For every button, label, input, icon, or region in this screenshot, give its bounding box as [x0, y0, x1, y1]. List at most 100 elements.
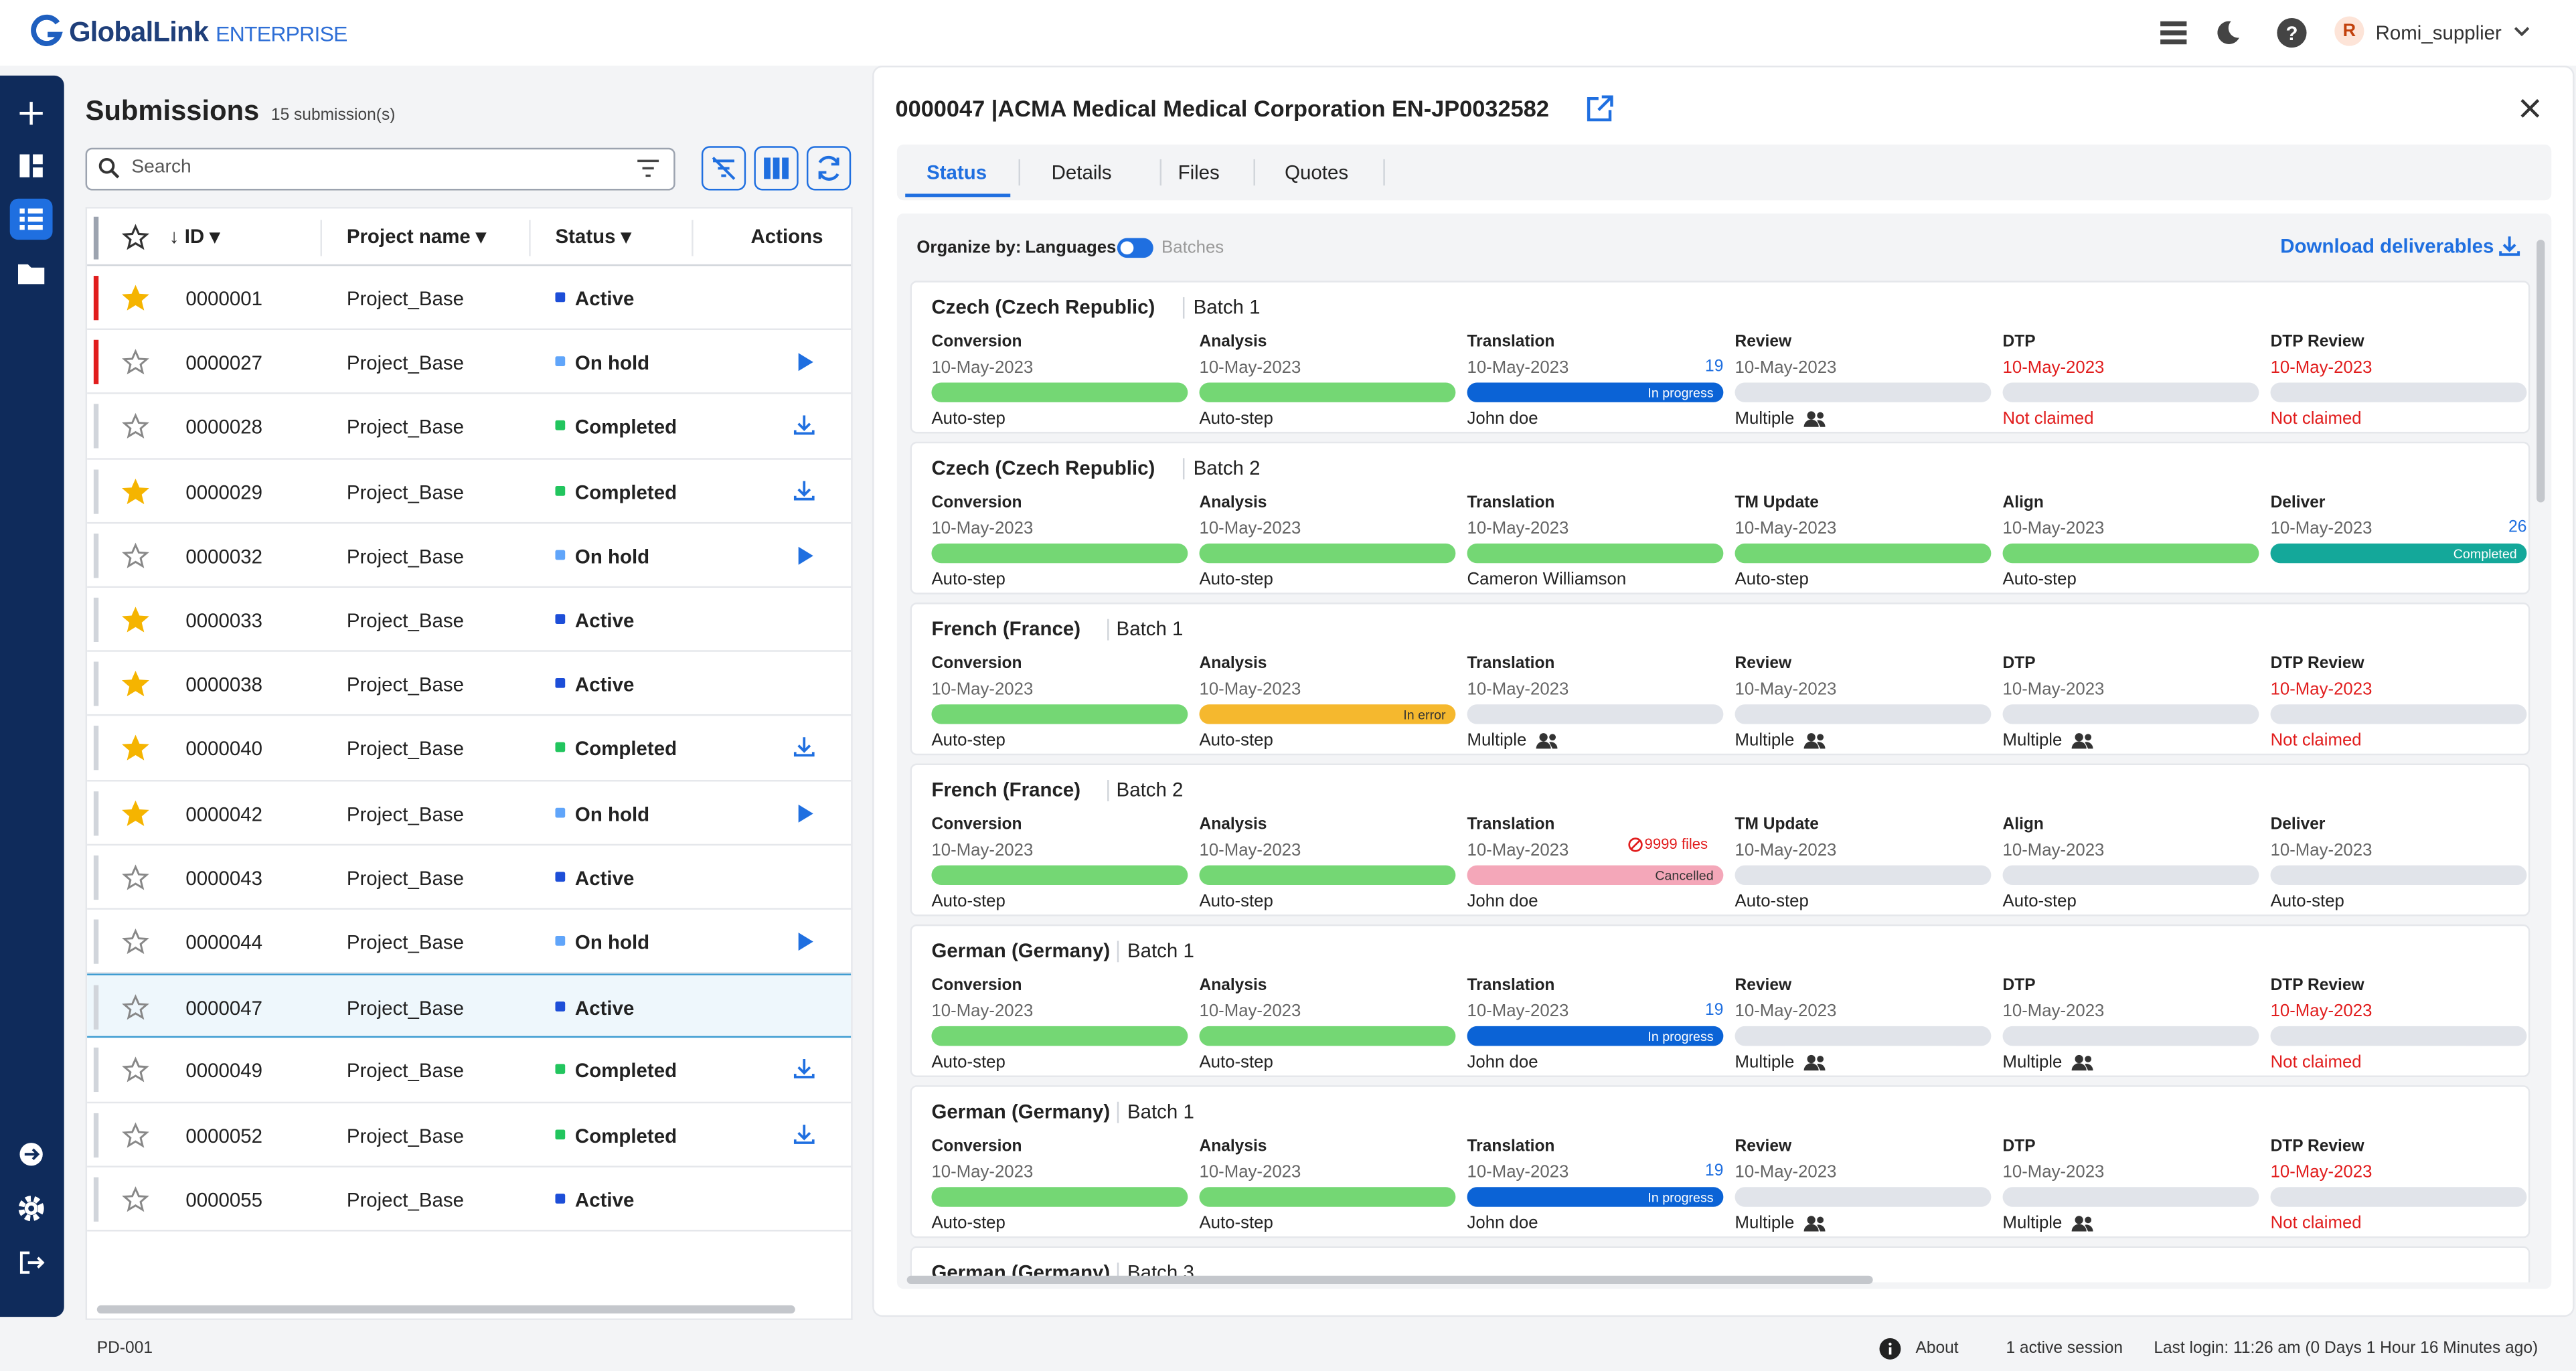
submission-id: 0000047 — [185, 997, 262, 1020]
step-assignee: Not claimed — [2002, 408, 2094, 429]
resume-button[interactable] — [797, 353, 813, 372]
download-button[interactable] — [793, 736, 815, 758]
organize-toggle[interactable] — [1117, 238, 1153, 258]
download-button[interactable] — [793, 1058, 815, 1079]
id-sort[interactable]: ↓ ID ▾ — [169, 225, 220, 248]
table-row[interactable]: 0000001 Project_Base Active — [87, 266, 852, 331]
group-icon — [1536, 733, 1558, 749]
step-progress — [931, 1026, 1188, 1046]
step-progress: In progress — [1467, 1026, 1724, 1046]
table-row[interactable]: 0000028 Project_Base Completed — [87, 395, 852, 459]
table-row[interactable]: 0000032 Project_Base On hold — [87, 523, 852, 588]
organize-option[interactable]: Languages — [1025, 238, 1117, 258]
step-assignee: Auto-step — [2002, 891, 2077, 912]
columns-button[interactable] — [754, 146, 799, 191]
search-box[interactable] — [85, 147, 675, 191]
nav-sync[interactable] — [18, 1141, 44, 1167]
table-row[interactable]: 0000033 Project_Base Active — [87, 588, 852, 653]
step-date: 10-May-2023 — [2270, 1162, 2372, 1182]
nav-folder[interactable] — [17, 261, 45, 285]
batch-divider — [1117, 1101, 1119, 1123]
download-button[interactable] — [793, 479, 815, 500]
star-toggle[interactable] — [122, 864, 149, 890]
resume-button[interactable] — [797, 803, 813, 822]
star-toggle[interactable] — [122, 542, 149, 568]
step-name: Translation — [1467, 333, 1555, 351]
star-toggle[interactable] — [122, 413, 149, 439]
table-row[interactable]: 0000049 Project_Base Completed — [87, 1038, 852, 1103]
star-toggle[interactable] — [122, 349, 149, 375]
table-row[interactable]: 0000042 Project_Base On hold — [87, 781, 852, 845]
resume-button[interactable] — [797, 933, 813, 951]
h-scrollbar[interactable] — [906, 1275, 1873, 1285]
batch-language: German (Germany) — [931, 939, 1111, 963]
project-sort[interactable]: Project name ▾ — [346, 225, 486, 248]
star-toggle[interactable] — [122, 1121, 149, 1147]
nav-settings[interactable] — [18, 1196, 44, 1222]
step-status: In progress — [1647, 1189, 1714, 1205]
table-row[interactable]: 0000029 Project_Base Completed — [87, 459, 852, 523]
apps-icon[interactable] — [2160, 19, 2187, 46]
download-button[interactable] — [793, 414, 815, 436]
tab[interactable]: Status — [927, 161, 987, 184]
about-icon[interactable] — [1879, 1338, 1901, 1360]
row-flag — [93, 855, 99, 900]
star-toggle[interactable] — [122, 1057, 149, 1083]
step-count: 19 — [1705, 1001, 1724, 1020]
tab[interactable]: Details — [1051, 161, 1112, 184]
star-toggle[interactable] — [122, 478, 149, 504]
h-scrollbar[interactable] — [96, 1305, 795, 1314]
v-scrollbar[interactable] — [2537, 240, 2545, 503]
filter-icon[interactable] — [637, 159, 659, 177]
about-link[interactable]: About — [1915, 1340, 1959, 1358]
star-toggle[interactable] — [122, 799, 149, 825]
header-star[interactable] — [121, 224, 150, 250]
organize-option[interactable]: Batches — [1161, 238, 1224, 258]
user-avatar[interactable]: R — [2334, 16, 2364, 46]
user-caret[interactable] — [2514, 26, 2530, 37]
star-toggle[interactable] — [122, 1186, 149, 1212]
table-row[interactable]: 0000047 Project_Base Active — [87, 973, 852, 1039]
resume-button[interactable] — [797, 546, 813, 565]
download-deliverables[interactable]: Download deliverables — [2280, 234, 2494, 258]
nav-new[interactable] — [18, 100, 44, 127]
nav-submissions[interactable] — [19, 208, 43, 230]
refresh-button[interactable] — [806, 146, 852, 191]
status-sort[interactable]: Status ▾ — [555, 225, 631, 248]
project-name: Project_Base — [346, 997, 464, 1020]
status: Completed — [574, 1059, 677, 1083]
star-toggle[interactable] — [122, 285, 149, 311]
table-row[interactable]: 0000043 Project_Base Active — [87, 845, 852, 910]
star-toggle[interactable] — [122, 735, 149, 761]
table-row[interactable]: 0000052 Project_Base Completed — [87, 1103, 852, 1167]
star-toggle[interactable] — [122, 607, 149, 633]
star-toggle[interactable] — [122, 994, 149, 1020]
clear-filter-button[interactable] — [701, 146, 746, 191]
download-button[interactable] — [793, 1123, 815, 1144]
group-icon — [1803, 1054, 1826, 1071]
step-name: Align — [2002, 494, 2044, 513]
tab[interactable]: Files — [1178, 161, 1220, 184]
step-assignee: Auto-step — [931, 1052, 1005, 1072]
table-row[interactable]: 0000027 Project_Base On hold — [87, 330, 852, 395]
submission-id: 0000028 — [185, 416, 262, 439]
user-name[interactable]: Romi_supplier — [2375, 21, 2502, 45]
table-row[interactable]: 0000055 Project_Base Active — [87, 1167, 852, 1232]
table-row[interactable]: 0000044 Project_Base On hold — [87, 910, 852, 974]
theme-icon[interactable] — [2215, 19, 2241, 46]
table-row[interactable]: 0000038 Project_Base Active — [87, 652, 852, 717]
nav-dashboard[interactable] — [19, 154, 43, 177]
step-progress — [1199, 1026, 1456, 1046]
table-row[interactable]: 0000040 Project_Base Completed — [87, 716, 852, 781]
download-icon[interactable] — [2499, 235, 2520, 256]
tab[interactable]: Quotes — [1285, 161, 1349, 184]
group-icon — [1803, 1216, 1826, 1232]
nav-logout[interactable] — [18, 1250, 45, 1276]
open-external[interactable] — [1585, 94, 1615, 123]
star-toggle[interactable] — [122, 671, 149, 697]
close-button[interactable] — [2520, 98, 2540, 118]
brand[interactable]: GlobalLink ENTERPRISE — [69, 17, 347, 50]
star-toggle[interactable] — [122, 929, 149, 955]
project-name: Project_Base — [346, 1188, 464, 1212]
help-icon[interactable]: ? — [2277, 17, 2307, 48]
